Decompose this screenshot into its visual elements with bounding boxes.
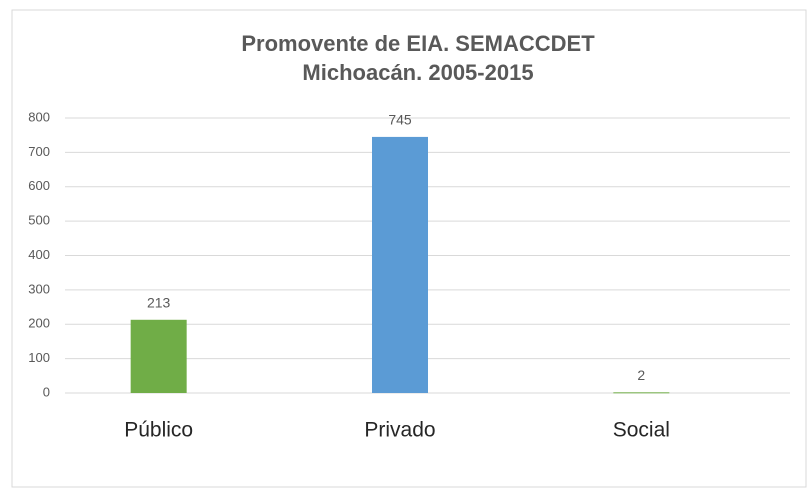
y-tick-label: 600 [28,178,50,193]
y-tick-label: 100 [28,350,50,365]
chart-title: Michoacán. 2005-2015 [302,60,533,85]
x-tick-label: Privado [364,419,435,442]
data-label: 745 [388,112,412,128]
bar [130,319,187,393]
y-tick-label: 500 [28,213,50,228]
x-tick-label: Social [613,419,670,442]
chart-title: Promovente de EIA. SEMACCDET [241,31,595,56]
bar [613,392,670,394]
data-label: 2 [637,367,645,383]
x-tick-label: Público [124,419,193,442]
y-tick-label: 700 [28,144,50,159]
y-tick-label: 800 [28,109,50,124]
bar [372,136,428,393]
y-tick-label: 200 [28,316,50,331]
y-tick-label: 0 [43,384,50,399]
y-tick-label: 400 [28,247,50,262]
y-tick-label: 300 [28,281,50,296]
data-label: 213 [147,294,171,310]
